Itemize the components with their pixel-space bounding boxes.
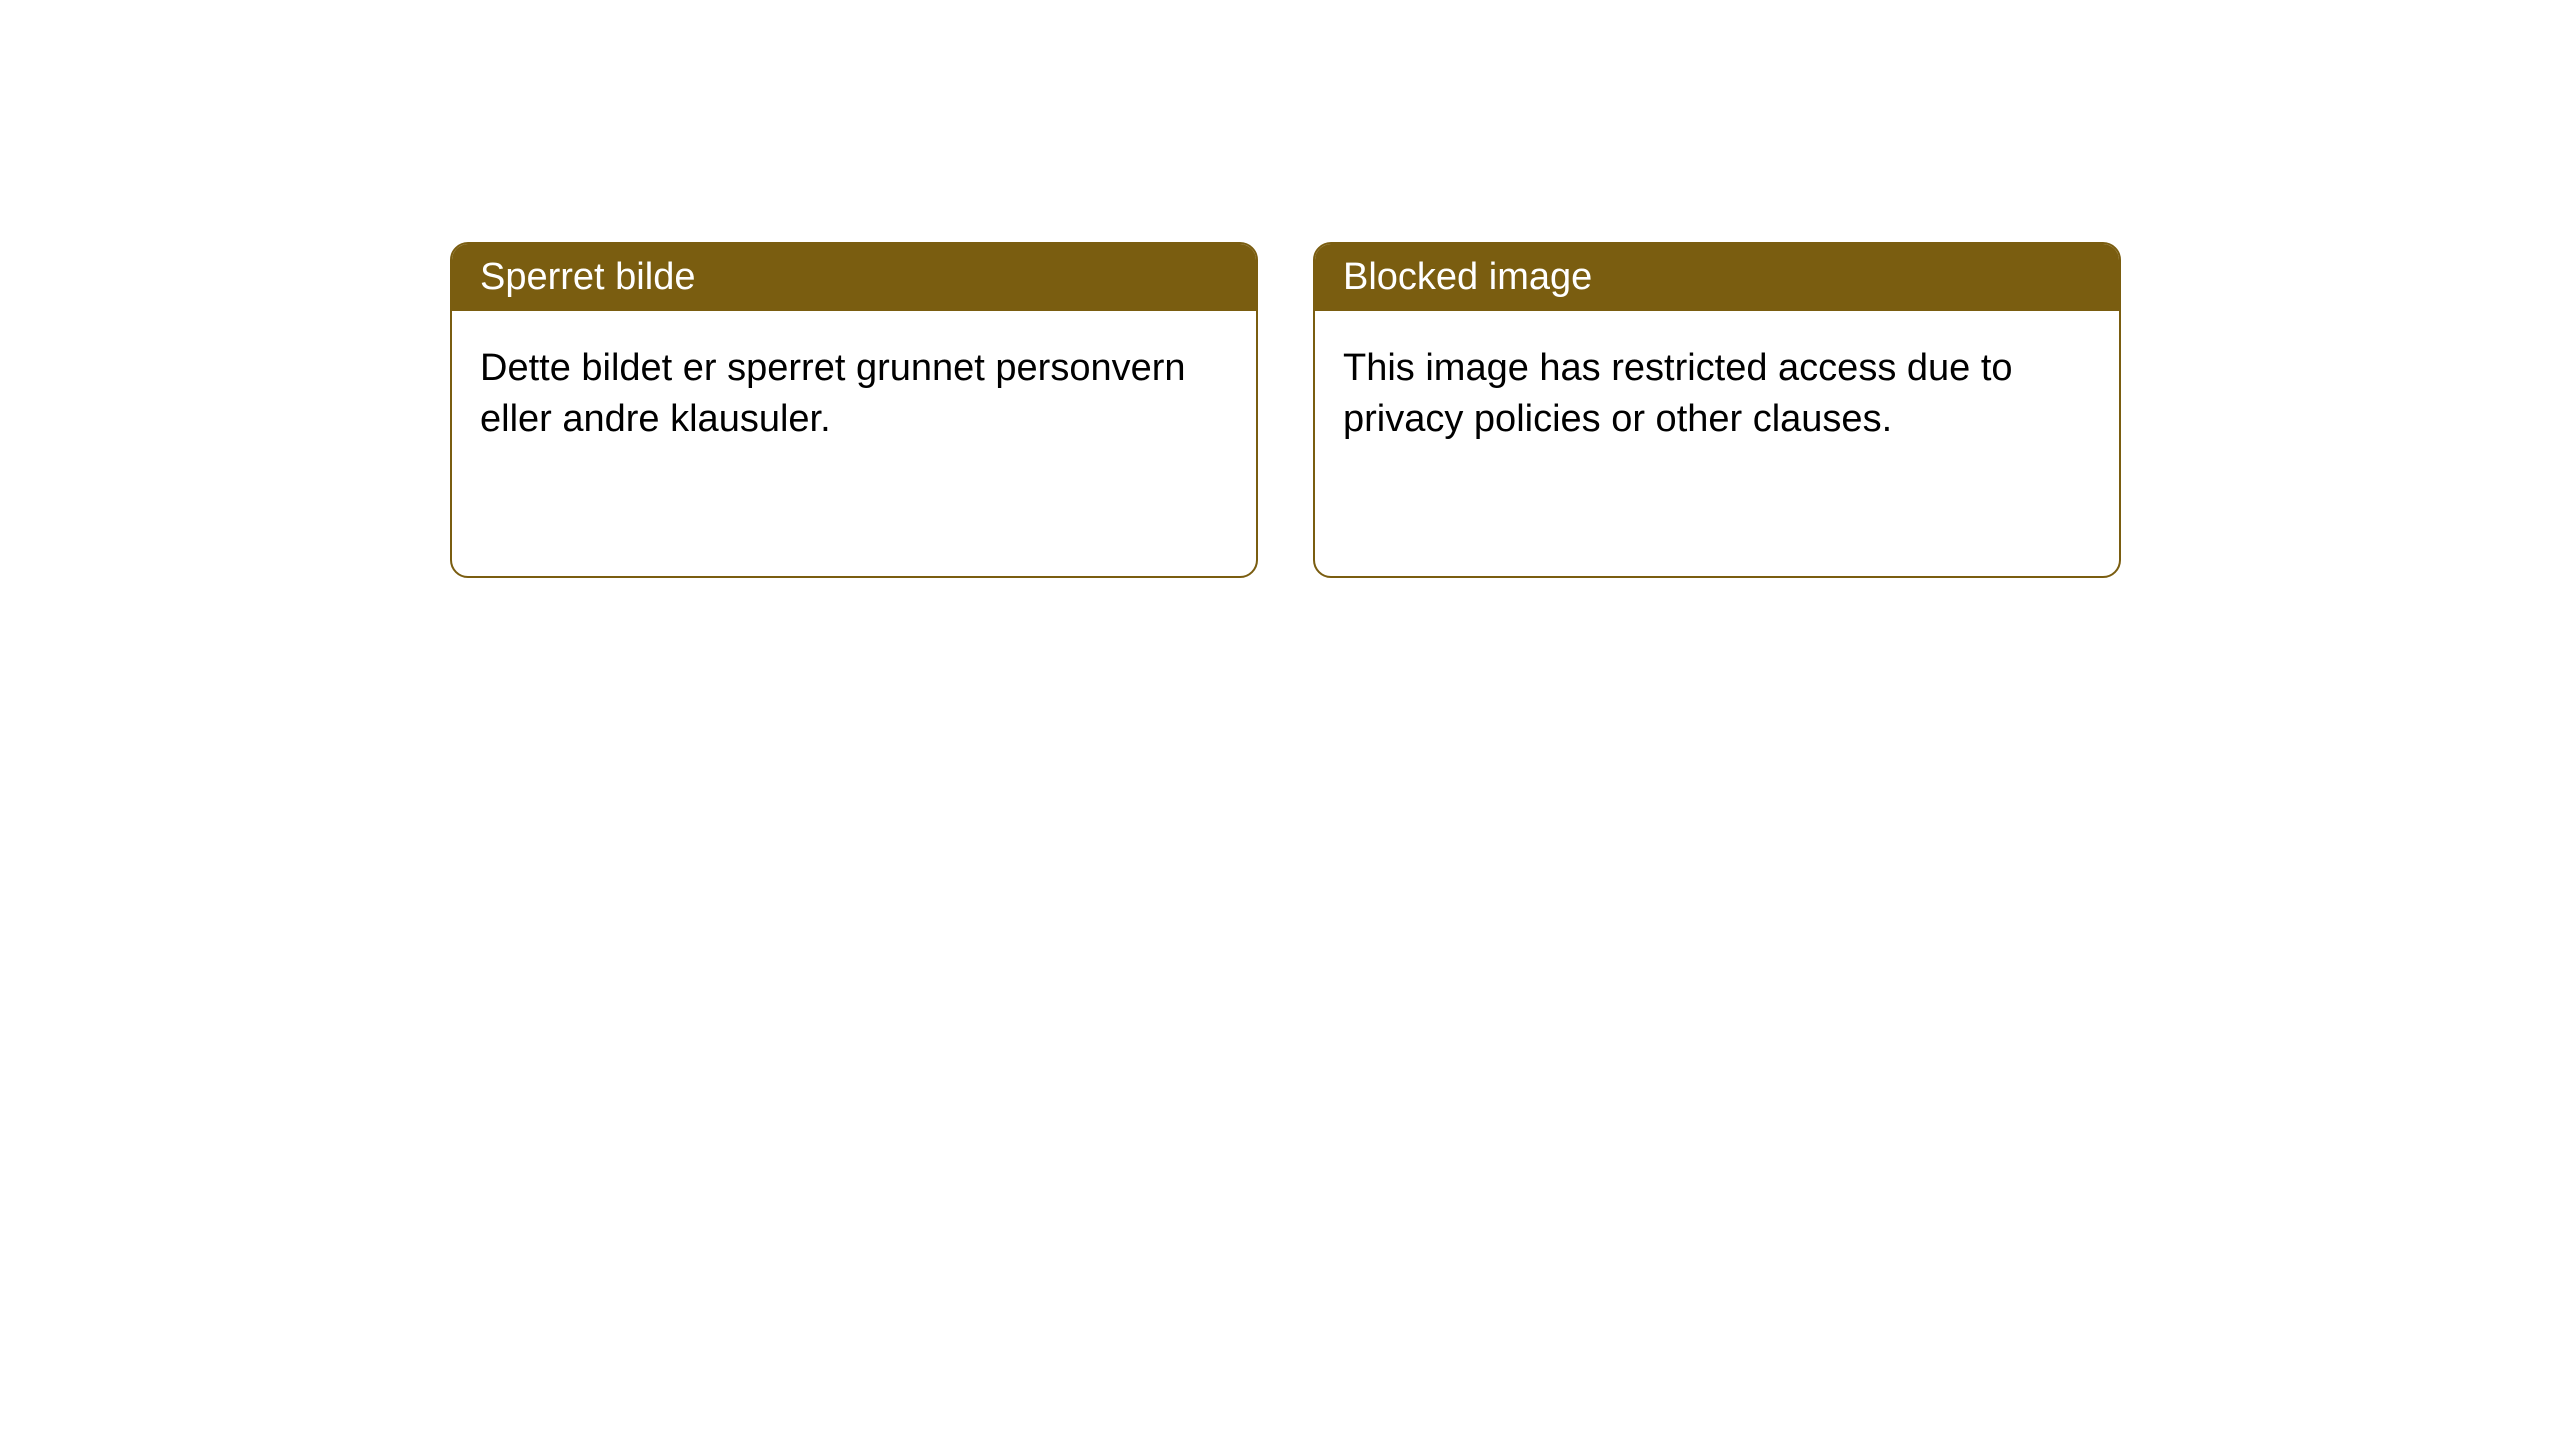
cards-container: Sperret bilde Dette bildet er sperret gr… [0,0,2560,578]
card-body-english: This image has restricted access due to … [1315,311,2119,478]
blocked-image-card-english: Blocked image This image has restricted … [1313,242,2121,578]
card-title-norwegian: Sperret bilde [452,244,1256,311]
card-title-english: Blocked image [1315,244,2119,311]
blocked-image-card-norwegian: Sperret bilde Dette bildet er sperret gr… [450,242,1258,578]
card-body-norwegian: Dette bildet er sperret grunnet personve… [452,311,1256,478]
